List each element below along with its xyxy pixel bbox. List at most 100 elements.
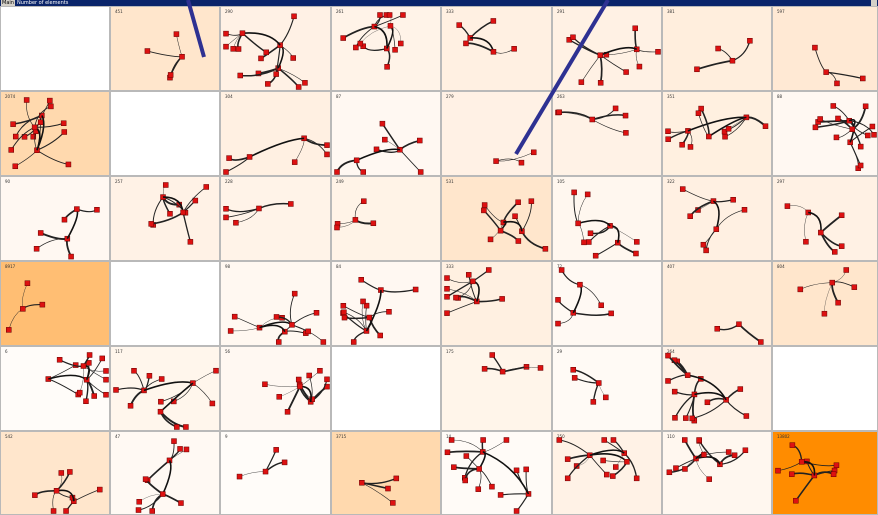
treemap-cell[interactable]: 257 [110, 176, 220, 261]
treemap-cell[interactable]: 261 [331, 6, 441, 91]
node [60, 120, 67, 127]
hub-node [160, 491, 166, 497]
treemap-cell[interactable]: 407 [662, 261, 772, 346]
treemap-cell[interactable]: 47 [110, 431, 220, 515]
edge [85, 379, 89, 402]
node [722, 133, 728, 140]
node [370, 220, 377, 227]
treemap-cell[interactable] [110, 91, 220, 176]
treemap-cell[interactable] [0, 6, 110, 91]
cell-graph [223, 13, 308, 90]
treemap-cell[interactable]: 322 [662, 176, 772, 261]
treemap-cell[interactable]: 87 [331, 91, 441, 176]
treemap-cell[interactable]: 291 [552, 6, 662, 91]
node [673, 465, 679, 471]
treemap-cell[interactable] [772, 346, 878, 431]
edge [572, 36, 601, 56]
treemap-cell[interactable]: 56 [220, 346, 331, 431]
treemap-cell[interactable]: 304 [220, 91, 331, 176]
node [379, 120, 386, 127]
node [61, 216, 68, 223]
treemap-cell[interactable]: 804 [772, 261, 878, 346]
treemap-cell[interactable]: 6 [0, 346, 110, 431]
edge [22, 304, 43, 310]
treemap-cell[interactable]: 228 [220, 176, 331, 261]
treemap-cell[interactable]: 542 [0, 431, 110, 515]
hub-node [366, 314, 373, 321]
treemap-cell[interactable]: 117 [110, 346, 220, 431]
node [291, 13, 297, 20]
treemap-cell[interactable]: 290 [220, 6, 331, 91]
cell-graph [666, 437, 749, 482]
edge [600, 54, 627, 73]
tab-main[interactable]: Main [1, 0, 15, 6]
edge [279, 16, 295, 46]
node [148, 221, 154, 227]
hub-node [262, 468, 269, 475]
node [237, 72, 244, 79]
node [775, 467, 781, 474]
edge [687, 374, 727, 401]
node [393, 475, 400, 482]
close-button[interactable] [871, 0, 877, 6]
node [555, 297, 561, 303]
treemap-cell[interactable]: 279 [441, 91, 552, 176]
node [236, 473, 243, 480]
node [571, 375, 578, 381]
node [103, 368, 109, 374]
hub-node [717, 461, 723, 468]
treemap-cell[interactable]: 451 [110, 6, 220, 91]
edge [808, 211, 822, 233]
node [570, 34, 576, 41]
treemap-cell[interactable]: 175 [441, 346, 552, 431]
edge [73, 489, 100, 502]
treemap-cell[interactable]: 351 [662, 91, 772, 176]
edge [399, 139, 420, 151]
node [556, 437, 563, 443]
treemap-cell[interactable]: 84 [331, 261, 441, 346]
treemap-cell[interactable]: 249 [331, 176, 441, 261]
edge [500, 493, 529, 496]
treemap-cell[interactable]: 264 [662, 346, 772, 431]
edge [241, 32, 267, 53]
node [353, 44, 359, 51]
cell-graph [571, 189, 640, 259]
treemap-cell[interactable]: 381 [662, 6, 772, 91]
treemap-cell[interactable]: 333 [441, 261, 552, 346]
treemap-cell[interactable]: 105 [552, 176, 662, 261]
hub-node [353, 157, 360, 164]
treemap-cell[interactable]: 263 [552, 91, 662, 176]
treemap-cell[interactable]: 597 [772, 6, 878, 91]
node [743, 413, 750, 419]
treemap-cell[interactable]: 88 [772, 91, 878, 176]
treemap-cell[interactable]: 9 [220, 431, 331, 515]
treemap-cell[interactable]: 2074 [0, 91, 110, 176]
node [8, 147, 14, 153]
treemap-cell[interactable]: 250 [552, 431, 662, 515]
treemap-cell[interactable]: 29 [552, 346, 662, 431]
treemap-cell[interactable]: 297 [772, 176, 878, 261]
treemap-cell[interactable]: 13802 [772, 431, 878, 515]
treemap-cell[interactable] [110, 261, 220, 346]
hub-node [20, 306, 26, 312]
node [6, 327, 12, 333]
cell-value: 56 [225, 349, 231, 354]
treemap-cell[interactable]: 531 [441, 176, 552, 261]
treemap-cell[interactable]: 333 [441, 6, 552, 91]
node [39, 301, 46, 308]
hub-node [713, 226, 720, 232]
hub-node [729, 57, 736, 64]
edge [667, 374, 688, 382]
treemap-cell[interactable]: 3715 [331, 431, 441, 515]
treemap-cell[interactable]: 72 [552, 261, 662, 346]
cell-value: 98 [225, 264, 231, 269]
node [281, 459, 288, 466]
treemap-cell[interactable]: 110 [662, 431, 772, 515]
treemap-cell[interactable]: 14 [441, 431, 552, 515]
edge [589, 453, 628, 463]
treemap-cell[interactable]: 90 [0, 176, 110, 261]
treemap-cell[interactable]: 8917 [0, 261, 110, 346]
treemap-cell[interactable] [331, 346, 441, 431]
edge [26, 99, 35, 128]
treemap-cell[interactable]: 98 [220, 261, 331, 346]
